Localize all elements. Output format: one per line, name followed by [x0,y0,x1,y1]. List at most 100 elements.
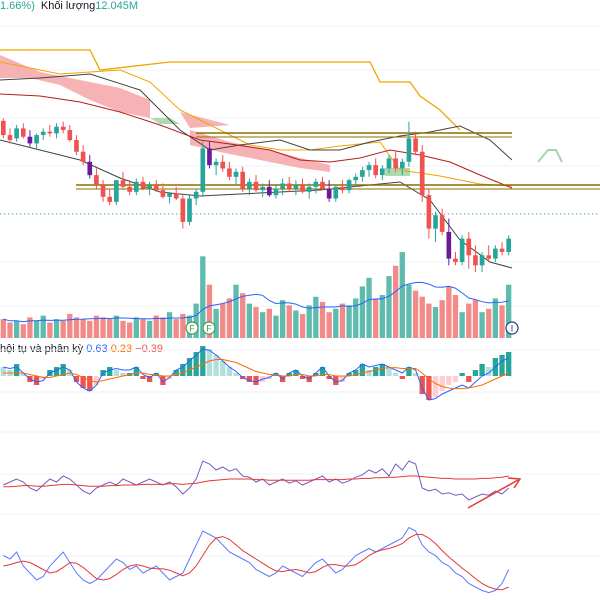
macd-histogram-bar [180,364,186,376]
candle-body [413,138,418,152]
volume-bar [67,313,73,338]
volume-bar [293,310,299,338]
rsi-arrow-head [507,477,522,489]
candle-body [213,161,219,166]
macd-histogram-bar [186,358,193,376]
candle-body [193,191,199,199]
volume-bar [266,308,272,338]
header-bar: 1.66%) Khối lượng12.045M [0,0,138,12]
volume-bar [133,317,139,338]
volume-bar [73,317,80,338]
macd-histogram-bar [466,376,472,382]
rsi-line [3,460,510,501]
candle-body [466,238,472,256]
stoch-k-line [3,526,510,594]
volume-bar [7,322,13,338]
stoch-d-line [3,534,509,591]
macd-histogram-bar [333,376,339,385]
candle-body [446,231,452,259]
candle-body [34,135,39,144]
volume-bar [220,303,226,338]
candle-body [280,183,285,189]
volume-bar [366,277,372,338]
volume-bar [153,315,159,338]
candle-body [0,120,6,136]
volume-bar [319,301,326,338]
volume-bar [0,319,6,338]
candle-body [167,193,172,197]
volume-bar [379,295,385,338]
volume-bar [386,276,392,338]
volume-value: 12.045M [95,0,139,12]
candle-body [313,181,319,187]
kumo-area [180,112,230,128]
candle-body [486,255,492,259]
candle-body [14,128,19,139]
candle-body [373,165,379,176]
marker-i: I [511,324,514,334]
candle-body [173,193,179,199]
macd-histogram-bar [53,367,60,376]
macd-histogram-bar [452,376,459,382]
candle-body [273,188,279,196]
macd-histogram-bar [87,376,93,391]
kumo-area-green [385,168,410,176]
candle-body [320,181,325,189]
macd-histogram-bar [213,355,219,376]
candle-body [147,185,152,189]
candle-body [399,161,405,169]
macd-histogram-bar [299,376,306,379]
volume-bar [180,313,186,338]
candle-body [499,248,505,252]
volume-ma-line [3,281,509,323]
macd-line [3,348,509,401]
volume-bar [20,324,26,338]
candle-body [353,176,359,181]
kumo-area [190,130,330,172]
candle-body [233,171,239,177]
macd-histogram-bar [113,370,120,376]
candle-body [506,238,512,252]
macd-histogram-bar [326,376,332,379]
candle-body [493,248,498,259]
macd-histogram-bar [479,364,485,376]
volume-series [0,252,512,338]
macd-histogram-bar [193,352,199,376]
candle-body [459,238,465,262]
upper-band-line [0,73,513,161]
candle-body [20,128,26,137]
volume-bar [87,320,93,338]
volume-bar [412,290,419,338]
volume-bar [439,300,445,338]
volume-bar [233,284,239,338]
candle-body [266,186,272,196]
candle-body [293,185,299,189]
macd-histogram-bar [506,352,512,376]
volume-bar [286,305,292,338]
volume-bar [406,284,412,338]
volume-bar [173,319,179,338]
candle-body [326,188,332,199]
volume-bar [353,298,359,338]
volume-bar [273,315,279,338]
macd-histogram-bar [313,373,319,376]
candle-body [160,190,166,197]
macd-legend: hội tụ và phân kỳ 0.63 0.23 −0.39 [0,343,163,355]
volume-bar [426,303,432,338]
volume-bar [446,286,452,338]
candle-body [453,258,458,262]
volume-bar [40,315,46,338]
candle-body [80,151,86,162]
volume-bar [47,322,53,338]
macd-histogram-bar [146,376,153,382]
macd-histogram-bar [160,376,166,385]
candle-body [360,170,365,177]
rsi-trend-arrow [467,479,519,509]
mid-band-line [0,93,513,189]
marker-f1-circle [185,321,199,335]
volume-bar [499,305,505,338]
macd-histogram-bar [286,373,292,376]
volume-bar [346,305,352,338]
